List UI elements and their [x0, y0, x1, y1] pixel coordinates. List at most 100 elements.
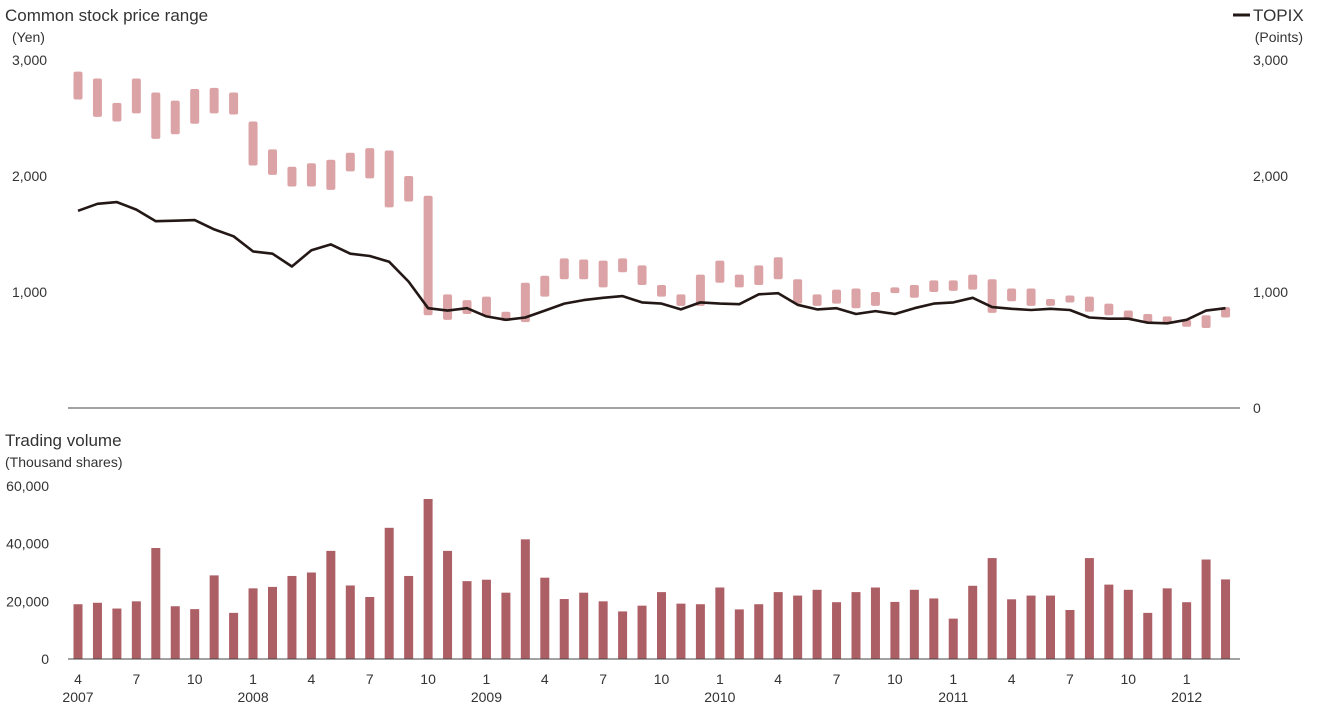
x-month-label: 1 [1183, 671, 1191, 687]
x-year-label: 2007 [62, 689, 93, 705]
volume-tick-label: 0 [41, 651, 49, 667]
x-month-label: 7 [366, 671, 374, 687]
volume-bar [1065, 609, 1075, 659]
price-range-bars [73, 71, 1231, 328]
x-year-label: 2011 [938, 689, 968, 705]
volume-bar [190, 609, 200, 659]
x-axis-years: 2007 2008 2009 2010 2011 2012 [62, 689, 1202, 705]
price-right-unit: (Points) [1255, 29, 1303, 45]
volume-bar [540, 577, 550, 659]
price-range-bar [637, 265, 647, 286]
price-range-bar [657, 285, 666, 297]
x-month-label: 1 [716, 671, 724, 687]
x-year-label: 2010 [704, 689, 735, 705]
volume-bar [131, 601, 141, 659]
price-range-bar [559, 258, 569, 280]
x-month-label: 7 [1066, 671, 1074, 687]
volume-bar [170, 606, 180, 659]
volume-bar [598, 601, 608, 659]
volume-bar [618, 611, 628, 659]
volume-bar [579, 592, 589, 659]
price-right-tick-label: 3,000 [1253, 52, 1288, 68]
volume-bars [73, 498, 1231, 659]
x-month-label: 10 [1121, 671, 1137, 687]
price-range-bar [365, 148, 375, 179]
legend-topix-label: TOPIX [1253, 6, 1304, 25]
volume-bar [1201, 559, 1211, 659]
volume-bar [987, 558, 997, 659]
price-chart-title: Common stock price range [5, 6, 208, 25]
volume-bar [1104, 584, 1114, 659]
volume-bar [832, 602, 842, 659]
price-range-bar [1123, 310, 1133, 319]
price-range-bar [326, 159, 336, 190]
price-range-bar [540, 275, 550, 297]
price-right-axis: 3,000 2,000 1,000 0 [1253, 52, 1288, 416]
price-range-bar [598, 260, 608, 288]
x-month-label: 7 [833, 671, 841, 687]
price-range-bar [929, 280, 939, 292]
volume-bar [268, 586, 277, 659]
volume-unit: (Thousand shares) [5, 454, 123, 470]
price-range-bar [423, 195, 433, 316]
price-range-bar [618, 258, 628, 273]
price-range-bar [345, 152, 355, 172]
price-left-tick-label: 1,000 [12, 284, 47, 300]
volume-bar [1084, 558, 1094, 659]
x-month-label: 4 [1008, 671, 1016, 687]
price-range-bar [209, 87, 219, 114]
x-month-label: 10 [654, 671, 670, 687]
volume-bar [520, 539, 530, 659]
volume-bar [812, 589, 822, 659]
volume-bar [443, 550, 453, 659]
volume-bar [715, 587, 725, 659]
topix-line [77, 200, 1226, 325]
volume-bar [73, 604, 83, 659]
price-left-unit: (Yen) [12, 29, 45, 45]
price-range-bar [1046, 298, 1055, 306]
volume-bar [1123, 589, 1133, 659]
price-range-bar [287, 166, 297, 187]
volume-bar [384, 527, 394, 659]
volume-bar [229, 612, 239, 659]
price-right-tick-label: 1,000 [1253, 284, 1288, 300]
volume-bar [1143, 612, 1153, 659]
x-year-label: 2009 [471, 689, 502, 705]
price-range-bar [695, 274, 705, 306]
x-month-label: 4 [74, 671, 82, 687]
volume-bar [657, 592, 666, 659]
x-month-label: 1 [249, 671, 257, 687]
volume-bar [209, 575, 219, 659]
volume-bar [909, 589, 919, 659]
price-range-bar [968, 274, 978, 290]
volume-bar [754, 604, 764, 659]
volume-tick-label: 60,000 [6, 478, 49, 494]
volume-tick-label: 40,000 [6, 536, 49, 552]
x-month-label: 4 [308, 671, 316, 687]
price-range-bar [1201, 315, 1211, 328]
volume-bar [404, 575, 414, 659]
price-range-bar [832, 289, 842, 304]
price-range-bar [734, 274, 744, 288]
volume-bar [326, 550, 336, 659]
price-range-bar [1104, 303, 1114, 316]
volume-bar [734, 609, 744, 659]
price-range-bar [520, 282, 530, 323]
price-range-bar [481, 296, 491, 317]
volume-bar [948, 618, 958, 659]
price-range-bar [268, 149, 277, 175]
x-month-label: 1 [483, 671, 491, 687]
price-right-tick-label: 0 [1253, 400, 1261, 416]
price-range-bar [190, 89, 200, 124]
volume-bar [287, 575, 297, 659]
volume-bar [1046, 595, 1055, 659]
price-range-bar [73, 71, 83, 100]
x-axis-months: 4 7 10 1 4 7 10 1 4 7 10 1 4 7 10 1 4 7 10 1 [74, 671, 1191, 687]
x-year-label: 2012 [1171, 689, 1202, 705]
volume-bar [306, 572, 316, 659]
x-month-label: 7 [599, 671, 607, 687]
price-range-bar [1026, 288, 1036, 306]
volume-bar [773, 592, 783, 659]
price-range-bar [1084, 296, 1094, 312]
